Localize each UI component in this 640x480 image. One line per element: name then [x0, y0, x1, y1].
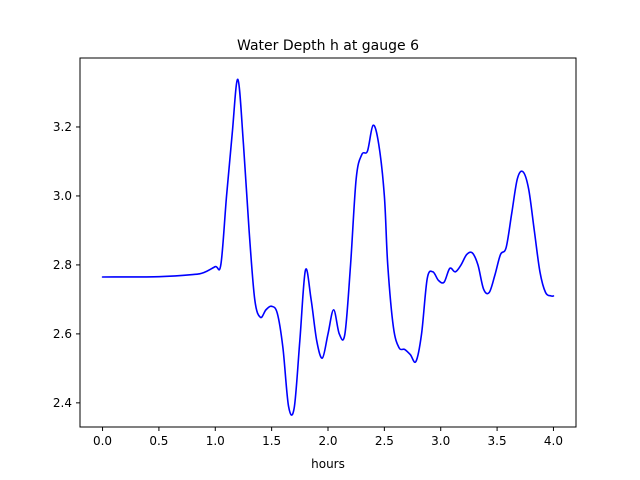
y-tick-label: 2.6 [53, 327, 72, 341]
x-tick-label: 3.5 [488, 434, 507, 448]
plot-area [101, 78, 555, 416]
plot-frame [79, 57, 577, 428]
x-tick-label: 3.0 [431, 434, 450, 448]
x-axis-ticks: 0.0 0.5 1.0 1.5 2.0 2.5 3.0 3.5 4.0 [93, 427, 563, 448]
y-tick-label: 2.8 [53, 258, 72, 272]
series-line-water-depth [101, 78, 555, 416]
x-tick-label: 0.0 [93, 434, 112, 448]
y-axis-ticks: 2.4 2.6 2.8 3.0 3.2 [53, 120, 80, 410]
x-tick-label: 1.0 [206, 434, 225, 448]
y-tick-label: 3.2 [53, 120, 72, 134]
x-tick-label: 2.0 [318, 434, 337, 448]
chart-title: Water Depth h at gauge 6 [237, 38, 419, 54]
x-axis-label: hours [311, 457, 345, 471]
x-tick-label: 4.0 [544, 434, 563, 448]
y-tick-label: 2.4 [53, 396, 72, 410]
x-tick-label: 0.5 [149, 434, 168, 448]
y-tick-label: 3.0 [53, 189, 72, 203]
x-tick-label: 2.5 [375, 434, 394, 448]
x-tick-label: 1.5 [262, 434, 281, 448]
